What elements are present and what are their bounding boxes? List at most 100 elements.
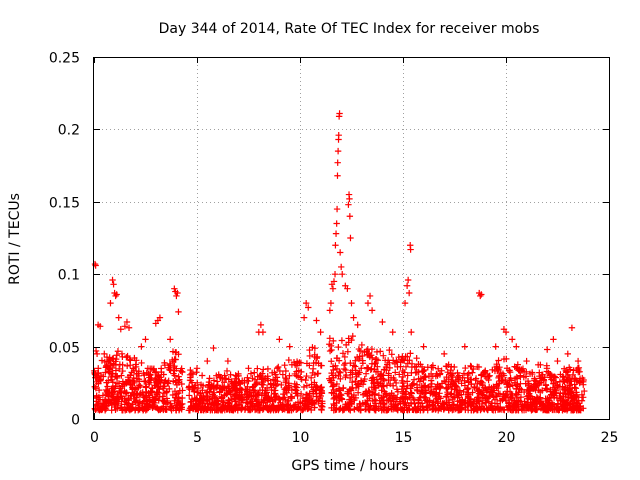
data-point [505, 381, 512, 388]
data-point [187, 398, 194, 406]
data-point [199, 387, 206, 394]
data-point [421, 366, 428, 374]
data-point [495, 357, 502, 364]
data-point [477, 292, 484, 300]
data-point [537, 361, 544, 369]
y-axis-label: ROTI / TECUs [7, 193, 23, 285]
data-point [189, 384, 196, 391]
data-point [125, 324, 133, 331]
data-point [223, 387, 230, 395]
data-point [573, 377, 580, 384]
data-point [559, 389, 567, 397]
data-point [210, 344, 217, 352]
data-point [496, 372, 503, 380]
data-point [493, 384, 500, 392]
data-point [109, 389, 116, 396]
data-point [330, 337, 337, 345]
data-point [335, 357, 343, 364]
data-point [371, 407, 379, 414]
data-point [552, 387, 560, 395]
data-point [124, 352, 131, 360]
data-point [313, 317, 320, 324]
data-point [546, 372, 553, 379]
data-point [253, 396, 261, 404]
data-point [410, 376, 418, 383]
data-point [313, 393, 320, 400]
y-tick-label: 0.2 [58, 123, 80, 139]
data-point [532, 387, 539, 394]
data-point [303, 360, 311, 367]
data-point [531, 399, 538, 406]
data-point [103, 353, 111, 361]
data-point [399, 394, 407, 401]
data-point [559, 383, 566, 390]
data-point [408, 328, 415, 336]
data-point [194, 389, 202, 396]
data-point [156, 383, 164, 390]
data-point [132, 363, 140, 371]
data-point [391, 394, 399, 401]
data-point [351, 396, 358, 404]
data-point [343, 371, 350, 379]
data-point [551, 373, 558, 380]
data-point [542, 382, 550, 389]
data-point [483, 395, 491, 402]
data-point [353, 373, 360, 381]
data-point [581, 387, 588, 395]
data-point [567, 387, 574, 395]
data-point [378, 387, 385, 394]
data-point [231, 398, 239, 405]
data-point [485, 373, 492, 380]
data-point [462, 364, 469, 372]
data-point [332, 230, 340, 237]
data-point [286, 384, 293, 391]
data-point [227, 371, 234, 378]
data-point [363, 393, 371, 400]
data-point [362, 400, 369, 407]
data-point [162, 389, 170, 396]
data-point [193, 365, 201, 372]
data-point [521, 398, 528, 405]
data-point [143, 383, 150, 390]
data-point [539, 374, 546, 381]
data-point [441, 350, 448, 358]
data-point [305, 304, 312, 311]
data-point [368, 354, 376, 362]
data-point [529, 370, 536, 378]
data-point [329, 383, 336, 390]
data-point [458, 398, 465, 406]
data-point [118, 350, 126, 357]
data-point [284, 406, 291, 414]
data-point [336, 386, 343, 394]
data-point [490, 393, 497, 401]
data-point [580, 376, 587, 384]
data-point [95, 386, 103, 394]
data-point [383, 367, 390, 374]
data-point [454, 387, 462, 394]
data-point [221, 391, 229, 399]
data-point [279, 371, 287, 378]
data-point [383, 392, 391, 400]
data-point [496, 363, 503, 371]
data-point [272, 387, 279, 394]
data-point [365, 405, 373, 413]
data-point [286, 343, 293, 350]
data-point [513, 343, 520, 350]
data-point [461, 343, 468, 350]
data-point [346, 195, 353, 203]
data-point [164, 379, 171, 386]
data-point [339, 350, 347, 357]
data-point [174, 404, 181, 411]
data-point [306, 352, 313, 360]
data-point [554, 357, 561, 365]
data-point [350, 362, 358, 369]
data-point [223, 406, 231, 413]
data-point [415, 396, 422, 403]
data-point [233, 402, 241, 409]
data-point [560, 398, 568, 405]
data-point [491, 367, 499, 375]
data-point [302, 376, 309, 384]
data-point [96, 323, 104, 330]
data-point [574, 404, 581, 412]
data-point [443, 373, 450, 381]
